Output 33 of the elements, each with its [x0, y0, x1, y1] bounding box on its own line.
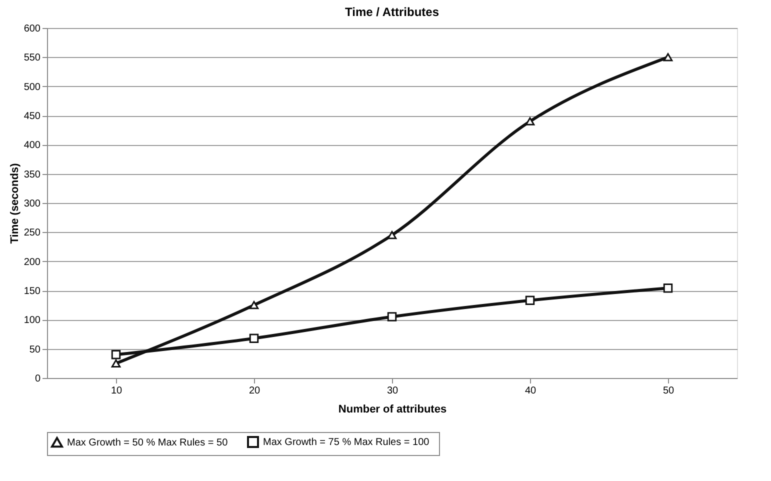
- y-tick-label: 550: [24, 52, 41, 64]
- point: [111, 350, 121, 360]
- point: [387, 312, 397, 322]
- y-tick-label: 150: [24, 286, 41, 297]
- y-axis-title: Time (seconds): [8, 162, 21, 244]
- x-tick-label: 10: [110, 386, 122, 396]
- x-tick-label: 50: [662, 386, 674, 396]
- y-tick-label: 250: [24, 228, 41, 239]
- y-tick-label: 350: [24, 169, 41, 180]
- point: [663, 284, 673, 293]
- legend-label: Max Growth = 50 % Max Rules = 50: [67, 437, 228, 448]
- y-tick-label: 400: [24, 140, 41, 152]
- point: [111, 359, 121, 368]
- point: [525, 117, 535, 126]
- y-tick-label: 100: [24, 315, 41, 326]
- y-tick-label: 200: [24, 256, 41, 268]
- point: [249, 300, 259, 310]
- point: [525, 296, 535, 306]
- y-tick-label: 300: [24, 198, 41, 210]
- chart-title: Time / Attributes: [344, 5, 440, 19]
- legend-label: Max Growth = 75 % Max Rules = 100: [263, 437, 430, 448]
- y-tick-label: 600: [24, 24, 41, 34]
- y-tick-label: 0: [34, 374, 41, 384]
- x-axis-title: Number of attributes: [338, 404, 447, 416]
- point: [249, 334, 259, 343]
- x-tick-label: 20: [248, 386, 260, 396]
- point: [663, 53, 673, 62]
- x-tick-label: 30: [386, 386, 398, 396]
- point: [387, 230, 397, 240]
- y-tick-label: 500: [24, 82, 41, 93]
- y-tick-label: 450: [24, 111, 41, 122]
- x-tick-label: 40: [524, 386, 536, 396]
- y-tick-label: 50: [29, 344, 41, 356]
